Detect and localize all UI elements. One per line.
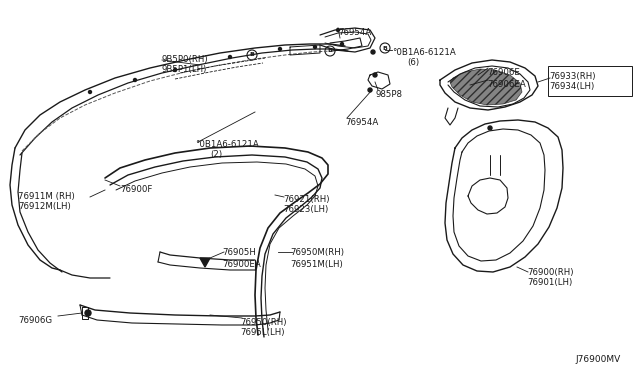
Text: °0B1A6-6121A: °0B1A6-6121A [195,140,259,149]
Text: 76900(RH): 76900(RH) [527,268,573,277]
Text: B: B [250,52,255,58]
Text: 76900F: 76900F [120,185,152,194]
Circle shape [340,42,344,45]
Text: 76906G: 76906G [18,316,52,325]
Text: 76921(RH): 76921(RH) [283,195,330,204]
Circle shape [488,126,492,130]
Circle shape [373,73,377,77]
Circle shape [337,29,339,32]
Text: 76905H: 76905H [222,248,256,257]
Text: 76951M(LH): 76951M(LH) [290,260,343,269]
Polygon shape [200,258,210,267]
Circle shape [314,45,317,48]
Text: (6): (6) [407,58,419,67]
Text: 76954A: 76954A [338,28,371,37]
Text: J76900MV: J76900MV [575,355,620,364]
Circle shape [85,310,91,316]
Text: °0B1A6-6121A: °0B1A6-6121A [392,48,456,57]
Text: 7695L(LH): 7695L(LH) [240,328,285,337]
Text: (2): (2) [210,150,222,159]
Polygon shape [450,69,522,105]
Circle shape [228,55,232,58]
Circle shape [134,78,136,81]
Circle shape [278,48,282,51]
Circle shape [371,50,375,54]
Text: 76912M(LH): 76912M(LH) [18,202,71,211]
Text: 76906E: 76906E [487,68,520,77]
Text: 76901(LH): 76901(LH) [527,278,572,287]
Text: 76923(LH): 76923(LH) [283,205,328,214]
Text: 9B5P1(LH): 9B5P1(LH) [162,65,207,74]
Text: 76934(LH): 76934(LH) [549,82,595,91]
Circle shape [368,88,372,92]
Text: 985P8: 985P8 [375,90,402,99]
Text: 76900EA: 76900EA [222,260,260,269]
Text: B: B [383,45,387,51]
Text: 76950(RH): 76950(RH) [240,318,287,327]
Text: 9B5P0(RH): 9B5P0(RH) [162,55,209,64]
Text: 76950M(RH): 76950M(RH) [290,248,344,257]
Circle shape [88,90,92,93]
Text: B: B [328,48,332,54]
Text: 76954A: 76954A [345,118,378,127]
Text: 76911M (RH): 76911M (RH) [18,192,75,201]
Text: 76933(RH): 76933(RH) [549,72,595,81]
Circle shape [173,68,177,71]
Text: 76906EA: 76906EA [487,80,525,89]
